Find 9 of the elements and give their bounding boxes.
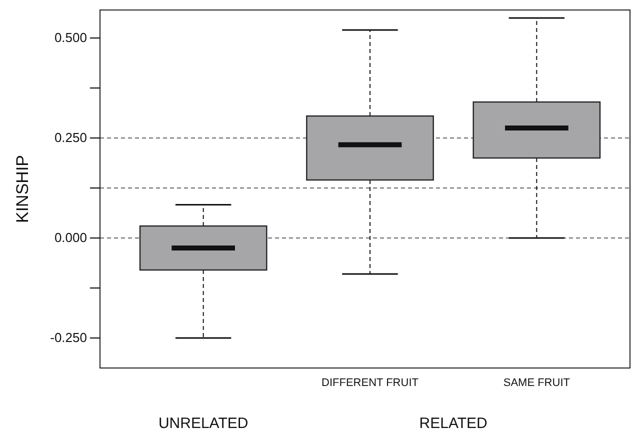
y-tick-label: -0.250 (50, 330, 87, 346)
y-axis-title: KINSHIP (13, 154, 32, 224)
text: UNRELATED (158, 415, 248, 432)
x-tick-label: SAME FRUIT (503, 376, 570, 389)
y-tick-label: 0.500 (54, 30, 87, 46)
x-tick-label: DIFFERENT FRUIT (322, 376, 419, 389)
y-tick-label: 0.000 (54, 230, 87, 246)
text: RELATED (419, 415, 488, 432)
y-tick-label: 0.250 (54, 130, 87, 146)
